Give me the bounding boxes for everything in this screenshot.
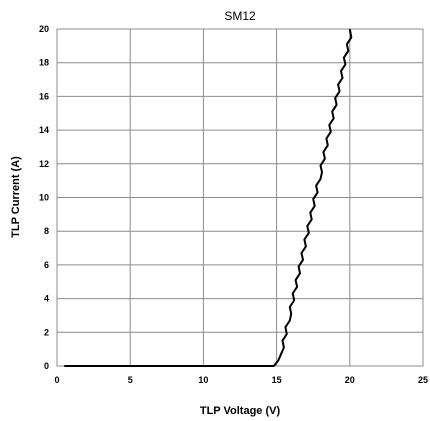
grid [56,28,424,367]
y-tick-label: 10 [39,193,49,203]
x-axis-label: TLP Voltage (V) [200,405,281,417]
y-axis-label: TLP Current (A) [10,156,22,238]
y-tick-label: 14 [39,125,49,135]
y-tick-label: 16 [39,91,49,101]
y-tick-label: 0 [44,361,49,371]
y-tick-label: 4 [44,294,49,304]
x-tick-label: 15 [272,375,282,385]
chart-title: SM12 [224,9,256,23]
y-tick-label: 12 [39,159,49,169]
y-tick-label: 6 [44,260,49,270]
y-tick-label: 20 [39,24,49,34]
y-tick-label: 8 [44,226,49,236]
x-tick-label: 10 [198,375,208,385]
series-line [64,28,353,367]
y-tick-label: 2 [44,327,49,337]
y-tick-label: 18 [39,58,49,68]
x-axis-ticks: 0 5 10 15 20 25 [54,375,428,385]
x-tick-label: 20 [345,375,355,385]
x-tick-label: 0 [54,375,59,385]
x-tick-label: 5 [128,375,133,385]
y-axis-ticks: 0 2 4 6 8 10 12 14 16 18 20 [39,24,49,371]
x-tick-label: 25 [418,375,428,385]
